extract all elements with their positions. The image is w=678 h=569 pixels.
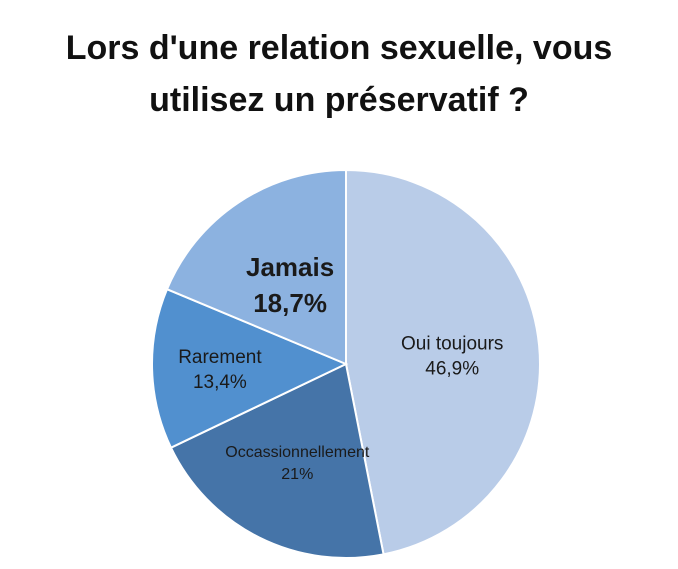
pie-slice-jamais xyxy=(165,168,347,366)
chart-title-line-1: Lors d'une relation sexuelle, vous xyxy=(65,29,613,67)
pie-slice-rarement xyxy=(151,287,349,450)
slice-value-occassionnellement: 21% xyxy=(281,466,313,483)
slice-label-occassionnellement: Occassionnellement xyxy=(225,444,370,461)
slice-label-oui-toujours: Oui toujours xyxy=(401,334,503,355)
slice-value-oui-toujours: 46,9% xyxy=(425,359,479,380)
slice-value-jamais: 18,7% xyxy=(253,288,327,318)
pie-slice-occassionnellement xyxy=(169,362,385,559)
slice-label-rarement: Rarement xyxy=(178,347,262,368)
pie-slice-oui-toujours xyxy=(345,168,541,556)
chart-title-line-2: utilisez un préservatif ? xyxy=(149,81,529,119)
slice-value-rarement: 13,4% xyxy=(193,372,247,393)
chart-title: Lors d'une relation sexuelle, vous utili… xyxy=(0,22,678,126)
slice-label-jamais: Jamais xyxy=(246,252,334,282)
